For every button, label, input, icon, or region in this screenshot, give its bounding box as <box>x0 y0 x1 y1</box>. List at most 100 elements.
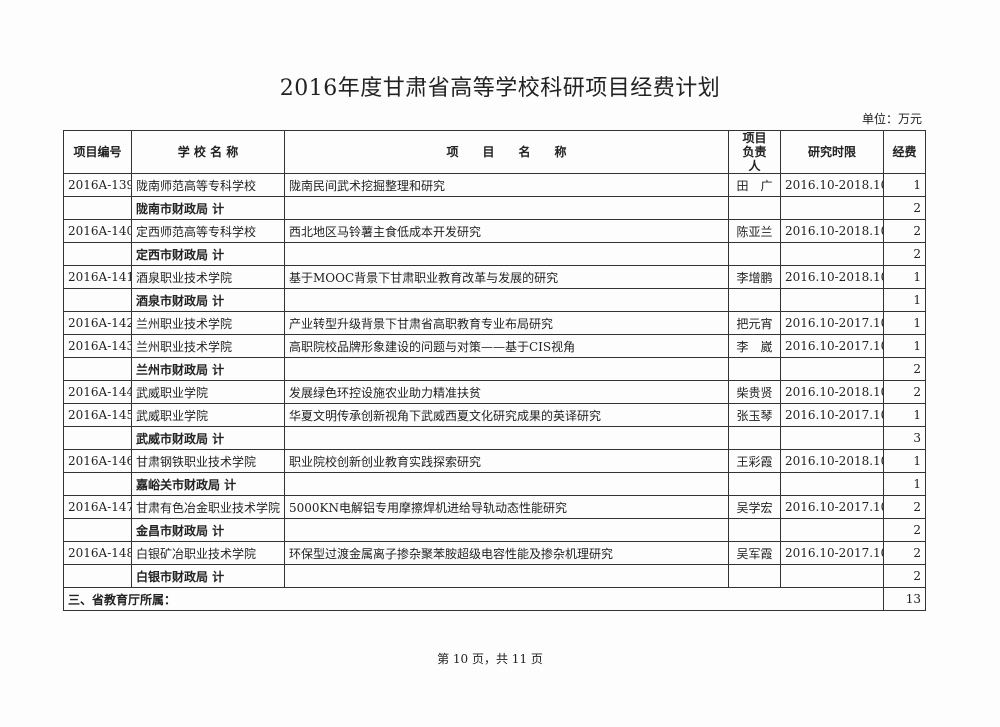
cell-project: 华夏文明传承创新视角下武威西夏文化研究成果的英译研究 <box>284 403 729 427</box>
cell-period <box>780 196 884 220</box>
cell-leader: 柴贵贤 <box>728 380 781 404</box>
cell-period: 2016.10-2017.10 <box>780 334 884 358</box>
table-row: 2016A-142 兰州职业技术学院 产业转型升级背景下甘肃省高职教育专业布局研究把… <box>63 311 926 335</box>
cell-fund: 1 <box>883 173 926 197</box>
cell-period: 2016.10-2017.10 <box>780 403 884 427</box>
cell-project: 5000KN电解铝专用摩擦焊机进给导轨动态性能研究 <box>284 495 729 519</box>
cell-id <box>63 426 132 450</box>
cell-leader <box>728 518 781 542</box>
cell-id <box>63 242 132 266</box>
cell-period: 2016.10-2018.10 <box>780 219 884 243</box>
subtotal-row: 兰州市财政局 计 2 <box>63 357 926 381</box>
cell-id <box>63 472 132 496</box>
cell-project <box>284 357 729 381</box>
cell-id: 2016A-143 <box>63 334 132 358</box>
cell-leader: 田 广 <box>728 173 781 197</box>
section-fund: 13 <box>883 587 926 611</box>
cell-fund: 2 <box>883 219 926 243</box>
cell-id: 2016A-140 <box>63 219 132 243</box>
header-period: 研究时限 <box>780 130 884 174</box>
header-school: 学 校 名 称 <box>131 130 285 174</box>
table-row: 2016A-143 兰州职业技术学院 高职院校品牌形象建设的问题与对策——基于CIS… <box>63 334 926 358</box>
cell-id <box>63 518 132 542</box>
cell-leader <box>728 357 781 381</box>
cell-project: 西北地区马铃薯主食低成本开发研究 <box>284 219 729 243</box>
table-row: 2016A-141 酒泉职业技术学院 基于MOOC背景下甘肃职业教育改革与发展的研究… <box>63 265 926 289</box>
cell-school: 陇南师范高等专科学校 <box>131 173 285 197</box>
cell-leader <box>728 242 781 266</box>
cell-school: 金昌市财政局 计 <box>131 518 285 542</box>
cell-leader: 张玉琴 <box>728 403 781 427</box>
cell-project <box>284 288 729 312</box>
table-row: 2016A-139 陇南师范高等专科学校 陇南民间武术挖掘整理和研究田 广 2016.… <box>63 173 926 197</box>
header-id: 项目编号 <box>63 130 132 174</box>
cell-school: 兰州职业技术学院 <box>131 311 285 335</box>
cell-school: 兰州市财政局 计 <box>131 357 285 381</box>
cell-fund: 1 <box>883 334 926 358</box>
cell-leader: 王彩霞 <box>728 449 781 473</box>
cell-fund: 2 <box>883 242 926 266</box>
table-header: 项目编号 学 校 名 称 项 目 名 称 项目负责人 研究时限 经费 <box>63 130 926 174</box>
cell-leader <box>728 472 781 496</box>
cell-project <box>284 472 729 496</box>
table-row: 2016A-144 武威职业学院 发展绿色环控设施农业助力精准扶贫 柴贵贤 2016.1… <box>63 380 926 404</box>
cell-project: 产业转型升级背景下甘肃省高职教育专业布局研究 <box>284 311 729 335</box>
header-fund: 经费 <box>883 130 926 174</box>
cell-period <box>780 472 884 496</box>
subtotal-row: 定西市财政局 计 2 <box>63 242 926 266</box>
cell-fund: 1 <box>883 288 926 312</box>
cell-school: 武威职业学院 <box>131 380 285 404</box>
page-number: 第 10 页，共 11 页 <box>437 652 543 666</box>
cell-period <box>780 564 884 588</box>
cell-leader <box>728 196 781 220</box>
cell-school: 陇南市财政局 计 <box>131 196 285 220</box>
cell-fund: 2 <box>883 495 926 519</box>
cell-period <box>780 518 884 542</box>
cell-leader: 李 崴 <box>728 334 781 358</box>
cell-fund: 2 <box>883 380 926 404</box>
cell-leader <box>728 426 781 450</box>
table-row: 2016A-145 武威职业学院 华夏文明传承创新视角下武威西夏文化研究成果的英译研… <box>63 403 926 427</box>
cell-period: 2016.10-2018.10 <box>780 449 884 473</box>
cell-fund: 2 <box>883 357 926 381</box>
cell-id: 2016A-146 <box>63 449 132 473</box>
cell-leader: 吴军霞 <box>728 541 781 565</box>
cell-school: 甘肃钢铁职业技术学院 <box>131 449 285 473</box>
cell-school: 嘉峪关市财政局 计 <box>131 472 285 496</box>
subtotal-row: 陇南市财政局 计 2 <box>63 196 926 220</box>
cell-school: 武威市财政局 计 <box>131 426 285 450</box>
cell-period: 2016.10-2017.10 <box>780 311 884 335</box>
cell-period: 2016.10-2017.10 <box>780 495 884 519</box>
cell-fund: 1 <box>883 265 926 289</box>
cell-fund: 1 <box>883 311 926 335</box>
table-row: 2016A-140 定西师范高等专科学校 西北地区马铃薯主食低成本开发研究 陈亚兰 20… <box>63 219 926 243</box>
unit-label: 单位：万元 <box>861 112 922 126</box>
cell-id: 2016A-142 <box>63 311 132 335</box>
cell-fund: 2 <box>883 196 926 220</box>
cell-period <box>780 426 884 450</box>
cell-period <box>780 288 884 312</box>
cell-period <box>780 357 884 381</box>
cell-fund: 2 <box>883 518 926 542</box>
section-total-row: 三、省教育厅所属： 13 <box>63 587 926 611</box>
cell-id: 2016A-141 <box>63 265 132 289</box>
subtotal-row: 武威市财政局 计 3 <box>63 426 926 450</box>
funding-table: 项目编号 学 校 名 称 项 目 名 称 项目负责人 研究时限 经费 2016A… <box>63 130 926 611</box>
cell-leader: 陈亚兰 <box>728 219 781 243</box>
cell-project: 发展绿色环控设施农业助力精准扶贫 <box>284 380 729 404</box>
cell-leader: 李增鹏 <box>728 265 781 289</box>
cell-id: 2016A-145 <box>63 403 132 427</box>
cell-school: 武威职业学院 <box>131 403 285 427</box>
subtotal-row: 酒泉市财政局 计 1 <box>63 288 926 312</box>
cell-period: 2016.10-2018.10 <box>780 380 884 404</box>
cell-project <box>284 242 729 266</box>
cell-school: 酒泉职业技术学院 <box>131 265 285 289</box>
subtotal-row: 金昌市财政局 计 2 <box>63 518 926 542</box>
cell-project: 陇南民间武术挖掘整理和研究 <box>284 173 729 197</box>
cell-school: 酒泉市财政局 计 <box>131 288 285 312</box>
cell-project: 高职院校品牌形象建设的问题与对策——基于CIS视角 <box>284 334 729 358</box>
cell-school: 甘肃有色冶金职业技术学院 <box>131 495 285 519</box>
cell-id: 2016A-139 <box>63 173 132 197</box>
cell-id <box>63 564 132 588</box>
